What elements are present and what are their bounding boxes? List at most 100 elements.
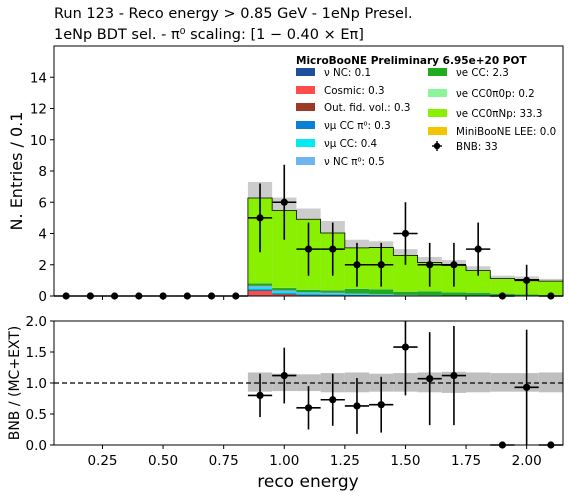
ratio-band-bin	[296, 374, 321, 392]
ratio-point	[304, 404, 313, 412]
legend-swatch	[428, 127, 447, 135]
legend-swatch	[296, 103, 315, 111]
legend-label: νμ CC π⁰: 0.3	[324, 120, 391, 132]
legend-swatch	[428, 68, 447, 76]
stack-bar-segment	[247, 289, 273, 291]
chart-title-line1: Run 123 - Reco energy > 0.85 GeV - 1eNp …	[54, 6, 413, 22]
y-tick-label: 0	[38, 289, 47, 305]
data-point	[329, 245, 337, 253]
legend-label: νe CC: 2.3	[456, 67, 509, 79]
stack-bar-segment	[344, 288, 370, 294]
legend-title: MicroBooNE Preliminary 6.95e+20 POT	[296, 55, 527, 67]
y-tick-label: 4	[38, 227, 47, 243]
ratio-point	[450, 371, 458, 380]
x-tick-label: 1.00	[269, 453, 299, 469]
main-y-ticks: 0 2 4 6 8 10 12 14	[30, 70, 54, 305]
data-point	[450, 261, 458, 269]
chart-title-line2: 1eNp BDT sel. - π⁰ scaling: [1 − 0.40 × …	[54, 27, 364, 43]
ratio-point	[280, 371, 288, 380]
legend-swatch	[296, 86, 315, 94]
data-point	[280, 198, 288, 206]
ratio-y-tick-label: 0.0	[26, 438, 47, 454]
stack-bar-segment	[296, 289, 321, 293]
stack-bar-segment	[466, 270, 491, 293]
data-point	[523, 276, 531, 284]
stack-bar-segment	[320, 294, 345, 296]
stack-bar-segment	[247, 287, 273, 290]
y-tick-label: 6	[38, 195, 47, 211]
ratio-y-tick-label: 1.5	[26, 345, 47, 361]
legend-label: BNB: 33	[456, 141, 498, 153]
stack-bar-segment	[247, 285, 273, 288]
data-point	[353, 261, 361, 269]
data-point	[377, 261, 385, 269]
stack-bar-segment	[272, 290, 297, 292]
stack-bar-segment	[296, 293, 321, 295]
stack-bar-segment	[490, 278, 515, 294]
data-point	[304, 245, 313, 253]
y-tick-label: 8	[38, 164, 47, 180]
x-tick-label: 0.25	[87, 453, 117, 469]
legend-swatch	[296, 139, 315, 147]
stack-bar-segment	[272, 294, 297, 296]
ratio-point	[426, 375, 434, 383]
x-tick-label: 1.25	[330, 453, 360, 469]
ratio-point	[377, 401, 385, 409]
stack-bar-segment	[320, 290, 345, 293]
x-axis-label: reco energy	[257, 472, 358, 492]
stack-bar-segment	[320, 293, 345, 295]
legend-data-marker	[433, 142, 441, 150]
legend-swatch	[296, 68, 315, 76]
legend-swatch	[296, 157, 315, 165]
x-tick-label: 1.75	[451, 453, 481, 469]
ratio-y-tick-label: 1.0	[26, 376, 47, 392]
y-tick-label: 10	[30, 133, 47, 149]
ratio-point	[256, 391, 264, 399]
x-tick-label: 1.50	[390, 453, 420, 469]
ratio-y-tick-label: 0.5	[26, 407, 47, 423]
ratio-y-ticks: 0.0 0.5 1.0 1.5 2.0	[26, 314, 54, 454]
stack-bar-segment	[247, 290, 273, 292]
ratio-point	[329, 396, 337, 404]
x-tick-label: 2.00	[512, 453, 542, 469]
x-tick-label: 0.50	[148, 453, 178, 469]
stack-bar-segment	[538, 281, 563, 296]
stack-bar-segment	[272, 293, 297, 295]
y-tick-label: 12	[30, 102, 47, 118]
stack-bar-segment	[296, 292, 321, 294]
data-point	[474, 245, 482, 253]
legend-label: ν NC: 0.1	[324, 67, 371, 79]
data-point	[401, 229, 410, 238]
legend-label: νe CC0πNp: 33.3	[456, 108, 542, 120]
stack-bar-segment	[369, 294, 394, 295]
legend-swatch	[428, 109, 447, 117]
main-y-axis-label: N. Entries / 0.1	[7, 112, 26, 231]
stack-bar-segment	[344, 293, 370, 295]
stack-bar-segment	[369, 289, 394, 295]
stack-bar-segment	[466, 292, 491, 296]
stack-bar-segment	[393, 291, 418, 295]
legend-label: νμ CC: 0.4	[324, 138, 377, 150]
legend-label: Out. fid. vol.: 0.3	[324, 102, 410, 114]
data-point	[426, 261, 434, 269]
ratio-y-tick-label: 2.0	[26, 314, 47, 330]
legend-swatch	[428, 89, 447, 97]
stack-bar-segment	[247, 291, 273, 296]
stack-bar-segment	[247, 283, 273, 286]
stack-bar-segment	[320, 292, 345, 294]
x-tick-label: 0.75	[209, 453, 239, 469]
legend-swatch	[296, 121, 315, 129]
stack-bar-segment	[344, 294, 370, 295]
ratio-point	[401, 343, 410, 351]
legend: MicroBooNE Preliminary 6.95e+20 POT ν NC…	[296, 55, 556, 168]
ratio-y-axis-label: BNB / (MC+EXT)	[7, 326, 23, 441]
stack-bar-segment	[441, 292, 467, 296]
stack-bar-segment	[272, 291, 297, 294]
legend-label: ν NC π⁰: 0.5	[324, 156, 385, 168]
data-point	[256, 214, 264, 222]
y-tick-label: 14	[30, 70, 47, 86]
ratio-point	[353, 402, 361, 410]
ratio-uncertainty-band	[247, 371, 563, 393]
legend-label: Cosmic: 0.3	[324, 85, 385, 97]
